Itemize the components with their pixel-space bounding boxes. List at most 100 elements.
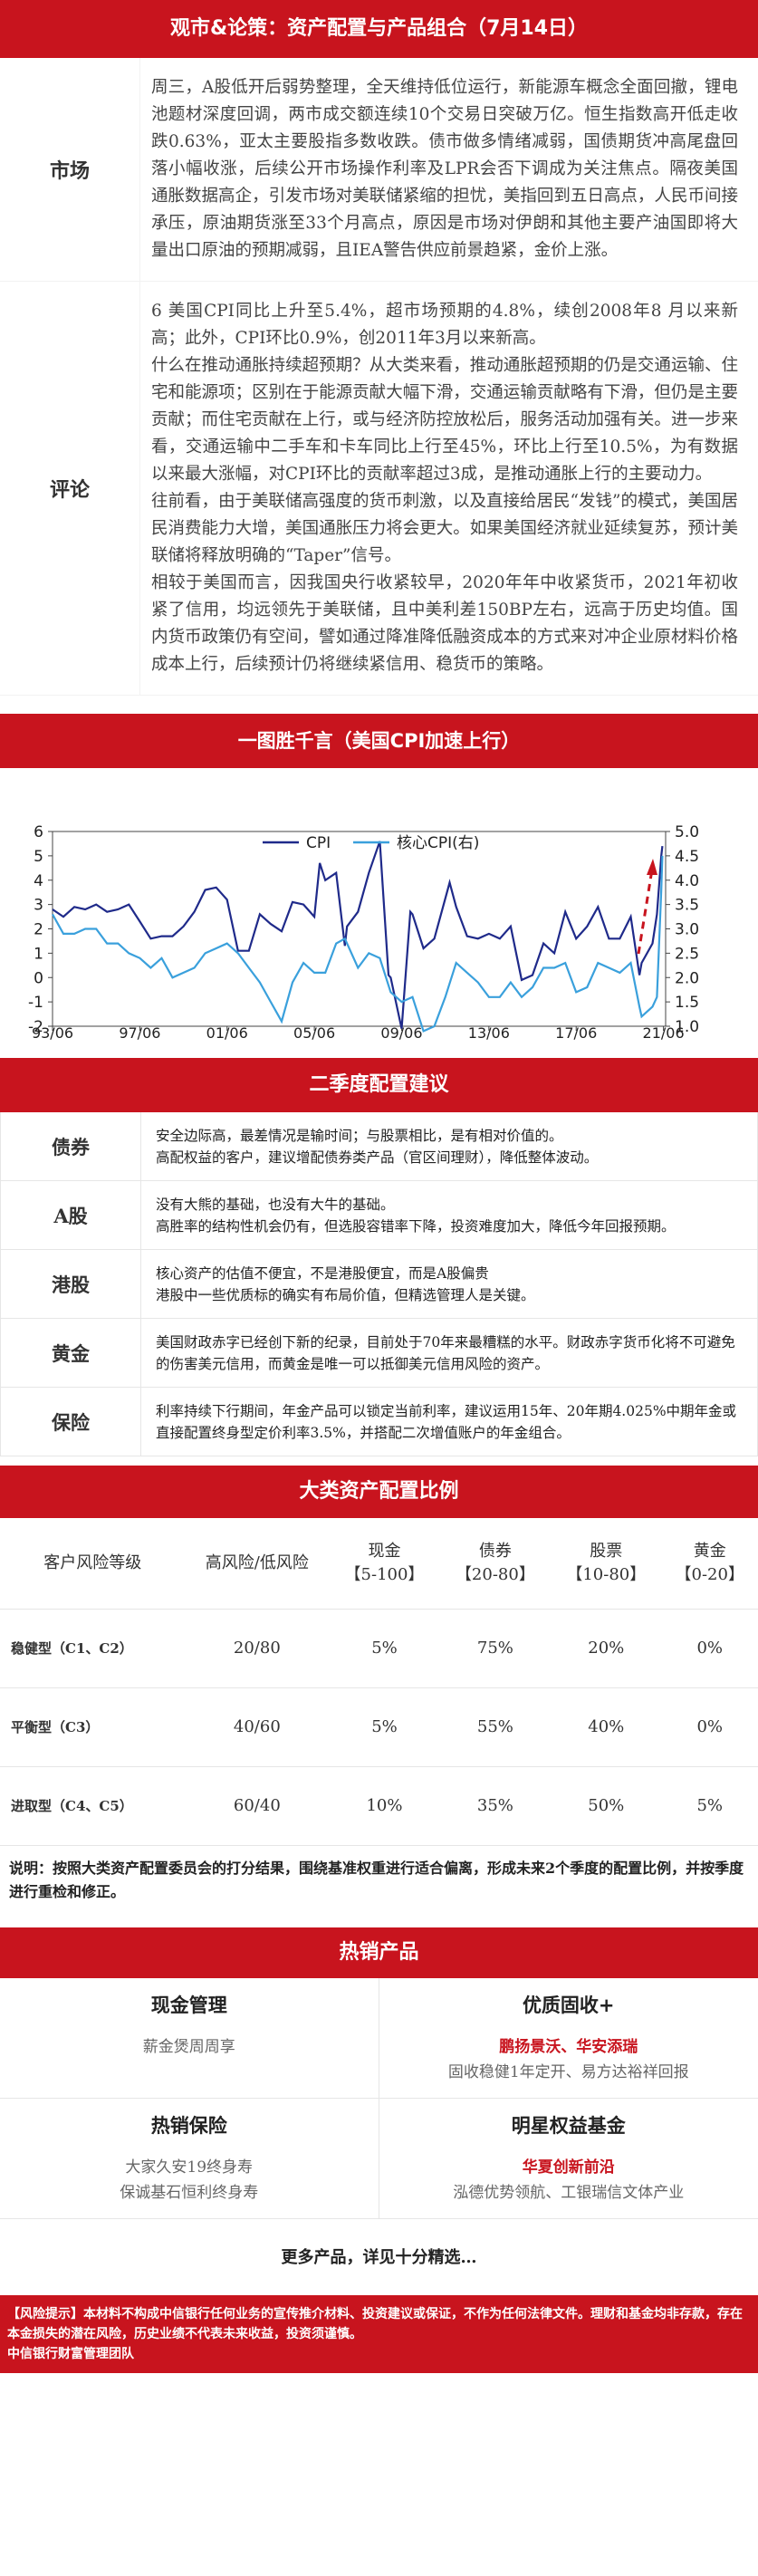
ratio-cell-bond: 35% <box>439 1766 552 1846</box>
ratio-cell-level: 稳健型（C1、C2） <box>0 1609 186 1688</box>
product-highlight[interactable]: 华夏创新前沿 <box>522 2158 615 2177</box>
ratio-header-name: 高风险/低风险 <box>205 1552 309 1572</box>
ratio-header-name: 现金 <box>368 1541 401 1561</box>
ratio-header-row: 客户风险等级 高风险/低风险 现金 【5-100】 债券 【20-80】 股票 【10-80】… <box>0 1518 758 1610</box>
review-label: 评论 <box>0 282 140 695</box>
config-label: A股 <box>1 1181 141 1249</box>
product-title: 热销保险 <box>150 2114 227 2137</box>
ratio-row: 进取型（C4、C5） 60/40 10% 35% 50% 5% <box>0 1766 758 1846</box>
x-tick-label: 13/06 <box>468 1024 510 1040</box>
config-line: 安全边际高，最差情况是输时间；与股票相比，是有相对价值的。 <box>156 1127 563 1144</box>
ratio-header-name: 客户风险等级 <box>43 1552 142 1572</box>
product-line[interactable]: 薪金煲周周享 <box>142 2037 235 2056</box>
config-line: 港股中一些优质标的确实有布局价值，但精选管理人是关键。 <box>156 1286 535 1303</box>
x-tick-label: 05/06 <box>293 1024 335 1040</box>
config-line: 利率持续下行期间，年金产品可以锁定当前利率，建议运用15年、20年期4.025%… <box>156 1402 737 1441</box>
ratio-header-range: 【20-80】 <box>455 1564 535 1584</box>
ratio-cell-level: 平衡型（C3） <box>0 1687 186 1767</box>
more-products-link[interactable]: 更多产品，详见十分精选… <box>281 2247 477 2267</box>
ratio-header-name: 债券 <box>478 1541 512 1561</box>
product-title: 优质固收+ <box>522 1994 615 2016</box>
review-paragraph: 6 美国CPI同比上升至5.4%，超市场预期的4.8%，续创2008年8 月以来… <box>151 302 738 348</box>
ratio-row: 平衡型（C3） 40/60 5% 55% 40% 0% <box>0 1687 758 1767</box>
product-line[interactable]: 保诚基石恒利终身寿 <box>120 2183 259 2202</box>
x-tick-label: 01/06 <box>206 1024 248 1040</box>
config-row: 债券 安全边际高，最差情况是输时间；与股票相比，是有相对价值的。高配权益的客户，建… <box>0 1112 758 1181</box>
ratio-cell-ratio: 40/60 <box>185 1687 330 1767</box>
config-section-title: 二季度配置建议 <box>0 1058 758 1112</box>
x-tick-label: 09/06 <box>380 1024 422 1040</box>
ratio-cell-ratio: 20/80 <box>185 1609 330 1688</box>
risk-signature: 中信银行财富管理团队 <box>7 2346 134 2361</box>
y-left-tick-label: -1 <box>28 994 43 1012</box>
y-right-tick-label: 4.5 <box>675 848 699 866</box>
y-left-tick-label: 5 <box>34 848 43 866</box>
x-tick-label: 97/06 <box>119 1024 160 1040</box>
ratio-header-name: 黄金 <box>693 1541 726 1561</box>
ratio-cell-stock: 40% <box>551 1687 662 1767</box>
ratio-table: 客户风险等级 高风险/低风险 现金 【5-100】 债券 【20-80】 股票 【10-80】… <box>0 1518 758 1846</box>
y-right-tick-label: 2.0 <box>675 969 699 987</box>
ratio-header: 股票 【10-80】 <box>551 1518 662 1610</box>
cpi-chart: -2 -1 0 1 2 3 4 5 6 1.0 1.5 2.0 2.5 3.0 3.5 4.0 4.5 5.0 93… <box>0 768 758 1042</box>
y-right-tick-label: 3.5 <box>675 897 699 915</box>
review-paragraph: 相较于美国而言，因我国央行收紧较早，2020年年中收紧货币，2021年初收紧了信… <box>151 573 738 674</box>
product-line[interactable]: 大家久安19终身寿 <box>125 2158 254 2177</box>
y-right-tick-label: 4.0 <box>675 872 699 890</box>
ratio-cell-ratio: 60/40 <box>185 1766 330 1846</box>
config-label: 黄金 <box>1 1319 141 1387</box>
config-row: 港股 核心资产的估值不便宜，不是港股便宜，而是A股偏贵港股中一些优质标的确实有布局… <box>0 1250 758 1319</box>
ratio-header: 现金【5-100】 <box>329 1518 440 1610</box>
config-line: 高配权益的客户，建议增配债券类产品（官区间理财），降低整体波动。 <box>156 1149 599 1166</box>
config-label: 债券 <box>1 1112 141 1180</box>
risk-text: 【风险提示】本材料不构成中信银行任何业务的宣传推介材料、投资建议或保证，不作为任… <box>7 2306 743 2341</box>
config-text: 安全边际高，最差情况是输时间；与股票相比，是有相对价值的。高配权益的客户，建议增… <box>141 1112 757 1180</box>
y-right-tick-label: 1.5 <box>675 994 699 1012</box>
ratio-cell-gold: 0% <box>661 1687 758 1767</box>
config-line: 核心资产的估值不便宜，不是港股便宜，而是A股偏贵 <box>156 1264 489 1282</box>
ratio-header-range: 【5-100】 <box>344 1564 425 1584</box>
x-tick-label: 17/06 <box>555 1024 597 1040</box>
y-left-tick-label: 1 <box>34 945 43 963</box>
hot-section-title: 热销产品 <box>0 1927 758 1978</box>
config-label: 港股 <box>1 1250 141 1318</box>
ratio-header: 高风险/低风险 <box>185 1518 330 1610</box>
review-paragraph: 什么在推动通胀持续超预期？从大类来看，推动通胀超预期的仍是交通运输、住宅和能源项… <box>151 356 738 484</box>
y-left-tick-label: 6 <box>34 823 43 841</box>
market-label: 市场 <box>0 58 140 281</box>
y-left-tick-label: -2 <box>28 1018 43 1036</box>
config-text: 利率持续下行期间，年金产品可以锁定当前利率，建议运用15年、20年期4.025%… <box>141 1388 757 1456</box>
trend-arrow-head <box>647 859 657 875</box>
product-card[interactable]: 明星权益基金 华夏创新前沿 泓德优势领航、工银瑞信文体产业 <box>379 2099 758 2219</box>
config-row: 保险 利率持续下行期间，年金产品可以锁定当前利率，建议运用15年、20年期4.02… <box>0 1388 758 1456</box>
ratio-row: 稳健型（C1、C2） 20/80 5% 75% 20% 0% <box>0 1609 758 1688</box>
product-card[interactable]: 优质固收+ 鹏扬景沃、华安添瑞固收稳健1年定开、易方达裕祥回报 <box>379 1978 758 2099</box>
trend-arrow-line <box>637 869 654 955</box>
product-line[interactable]: 泓德优势领航、工银瑞信文体产业 <box>453 2183 685 2202</box>
ratio-cell-stock: 50% <box>551 1766 662 1846</box>
product-card[interactable]: 热销保险大家久安19终身寿 保诚基石恒利终身寿 <box>0 2098 379 2219</box>
product-line[interactable]: 固收稳健1年定开、易方达裕祥回报 <box>447 2062 689 2081</box>
ratio-header-name: 股票 <box>590 1541 623 1561</box>
product-highlight[interactable]: 鹏扬景沃、华安添瑞 <box>499 2037 638 2056</box>
ratio-header-range: 【0-20】 <box>675 1564 744 1584</box>
cpi-chart-svg: -2 -1 0 1 2 3 4 5 6 1.0 1.5 2.0 2.5 3.0 3.5 4.0 4.5 5.0 93… <box>28 823 699 1042</box>
ratio-cell-gold: 5% <box>661 1766 758 1846</box>
market-paragraph: 周三，A股低开后弱势整理，全天维持低位运行，新能源车概念全面回撤，锂电池题材深度… <box>151 78 738 260</box>
config-row: 黄金 美国财政赤字已经创下新的纪录，目前处于70年来最糟糕的水平。财政赤字货币化将… <box>0 1319 758 1388</box>
market-text: 周三，A股低开后弱势整理，全天维持低位运行，新能源车概念全面回撤，锂电池题材深度… <box>140 58 758 281</box>
config-line: 高胜率的结构性机会仍有，但选股容错率下降，投资难度加大，降低今年回报预期。 <box>156 1217 676 1235</box>
product-title: 现金管理 <box>150 1994 227 2016</box>
ratio-header: 客户风险等级 <box>0 1518 186 1610</box>
y-left-tick-label: 2 <box>34 921 43 939</box>
ratio-cell-cash: 10% <box>329 1766 440 1846</box>
y-right-tick-label: 5.0 <box>675 823 699 841</box>
cpi-series-line <box>52 841 664 1029</box>
review-paragraph: 往前看，由于美联储高强度的货币刺激，以及直接给居民“发钱”的模式，美国居民消费能… <box>151 492 738 565</box>
product-card[interactable]: 现金管理薪金煲周周享 <box>0 1977 379 2099</box>
config-table: 债券 安全边际高，最差情况是输时间；与股票相比，是有相对价值的。高配权益的客户，建… <box>0 1112 758 1456</box>
ratio-cell-bond: 75% <box>439 1609 552 1688</box>
ratio-cell-bond: 55% <box>439 1687 552 1767</box>
config-line: 美国财政赤字已经创下新的纪录，目前处于70年来最糟糕的水平。财政赤字货币化将不可… <box>156 1333 735 1372</box>
config-text: 没有大熊的基础，也没有大牛的基础。 高胜率的结构性机会仍有，但选股容错率下降，投资… <box>141 1181 757 1249</box>
